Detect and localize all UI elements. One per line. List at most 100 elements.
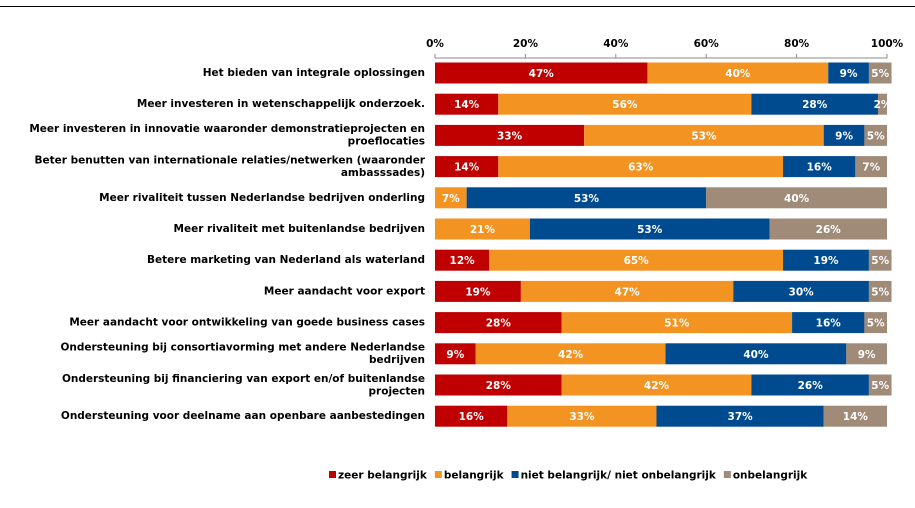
- value-label: 5%: [867, 318, 885, 330]
- bar-segment: [855, 156, 887, 178]
- value-label: 19%: [813, 255, 839, 267]
- x-tick-label: 100%: [871, 38, 904, 50]
- value-label: 5%: [871, 68, 889, 80]
- bar-segment: [520, 280, 734, 302]
- bar-segment: [706, 187, 887, 209]
- bar-segment: [435, 312, 562, 334]
- value-label: 42%: [644, 380, 670, 392]
- bar-segment: [529, 218, 770, 240]
- value-label: 9%: [835, 130, 853, 142]
- bar-segment: [435, 374, 562, 396]
- bar-segment: [792, 312, 865, 334]
- x-tick-label: 20%: [513, 38, 539, 50]
- value-label: 19%: [465, 286, 491, 298]
- category-label: Meer investeren in wetenschappelijk onde…: [137, 98, 425, 110]
- category-label: Meer rivaliteit tussen Nederlandse bedri…: [99, 192, 425, 204]
- value-label: 37%: [728, 411, 754, 423]
- value-label: 30%: [789, 286, 815, 298]
- value-label: 2%: [874, 99, 892, 111]
- x-tick-label: 40%: [603, 38, 629, 50]
- legend-label: niet belangrijk/ niet onbelangrijk: [521, 470, 717, 482]
- bar-segment: [507, 405, 657, 427]
- value-label: 5%: [867, 130, 885, 142]
- value-label: 14%: [843, 411, 869, 423]
- value-label: 14%: [454, 162, 480, 174]
- legend-label: zeer belangrijk: [338, 470, 428, 482]
- legend-label: belangrijk: [444, 470, 505, 482]
- bar-segment: [665, 343, 847, 365]
- value-label: 26%: [816, 224, 842, 236]
- bar-segment: [475, 343, 666, 365]
- category-label: Meer investeren in innovatie waaronder d…: [29, 123, 425, 148]
- bar-segment: [561, 312, 793, 334]
- value-label: 7%: [442, 193, 460, 205]
- value-label: 14%: [454, 99, 480, 111]
- value-label: 26%: [798, 380, 824, 392]
- legend-swatch: [329, 471, 336, 478]
- bar-segment: [828, 62, 869, 84]
- bar-segment: [435, 343, 476, 365]
- bar-segment: [864, 312, 887, 334]
- bar-segment: [868, 280, 892, 302]
- value-label: 9%: [840, 68, 858, 80]
- value-label: 9%: [446, 349, 464, 361]
- value-label: 51%: [664, 318, 690, 330]
- category-label: Meer aandacht voor export: [264, 285, 425, 297]
- x-tick-label: 60%: [694, 38, 720, 50]
- bar-segment: [868, 374, 892, 396]
- bar-segment: [435, 93, 499, 115]
- value-label: 65%: [624, 255, 650, 267]
- legend-label: onbelangrijk: [733, 470, 808, 482]
- bar-segment: [498, 156, 784, 178]
- value-label: 28%: [486, 380, 512, 392]
- value-label: 42%: [558, 349, 584, 361]
- value-label: 40%: [725, 68, 751, 80]
- value-label: 7%: [862, 162, 880, 174]
- value-label: 56%: [612, 99, 638, 111]
- category-label: Ondersteuning bij consortiavorming met a…: [60, 342, 425, 367]
- value-label: 63%: [628, 162, 654, 174]
- bar-segment: [877, 93, 887, 115]
- bar-segment: [435, 249, 490, 271]
- bar-segment: [584, 124, 824, 146]
- value-label: 33%: [497, 130, 523, 142]
- bar-segment: [435, 280, 521, 302]
- bar-segment: [647, 62, 829, 84]
- value-label: 47%: [529, 68, 555, 80]
- bar-segment: [769, 218, 887, 240]
- value-label: 47%: [615, 286, 641, 298]
- bar-segment: [783, 249, 869, 271]
- bar-segment: [864, 124, 887, 146]
- bar-segment: [435, 156, 499, 178]
- category-label: Betere marketing van Nederland als water…: [147, 254, 425, 266]
- bar-segment: [783, 156, 856, 178]
- legend-swatch: [511, 471, 519, 478]
- value-label: 21%: [470, 224, 496, 236]
- legend-swatch: [434, 471, 442, 478]
- value-label: 53%: [637, 224, 663, 236]
- bar-segment: [435, 62, 648, 84]
- bar-segment: [435, 124, 585, 146]
- bar-segment: [823, 405, 887, 427]
- bar-segment: [868, 62, 892, 84]
- legend-swatch: [723, 471, 731, 478]
- bar-segment: [751, 374, 869, 396]
- bar-segment: [435, 187, 467, 209]
- category-label: Ondersteuning voor deelname aan openbare…: [61, 410, 425, 422]
- bar-segment: [868, 249, 892, 271]
- value-label: 16%: [459, 411, 485, 423]
- category-label: Meer aandacht voor ontwikkeling van goed…: [69, 317, 425, 329]
- bar-segment: [489, 249, 784, 271]
- value-label: 5%: [871, 286, 889, 298]
- value-label: 16%: [807, 162, 833, 174]
- bar-segment: [823, 124, 865, 146]
- bar-segment: [656, 405, 824, 427]
- bar-segment: [733, 280, 869, 302]
- bar-segment: [846, 343, 887, 365]
- value-label: 9%: [858, 349, 876, 361]
- category-label: Ondersteuning bij financiering van expor…: [62, 373, 425, 398]
- category-label: Beter benutten van internationale relati…: [35, 154, 426, 179]
- x-tick-label: 0%: [426, 38, 444, 50]
- bar-segment: [435, 405, 508, 427]
